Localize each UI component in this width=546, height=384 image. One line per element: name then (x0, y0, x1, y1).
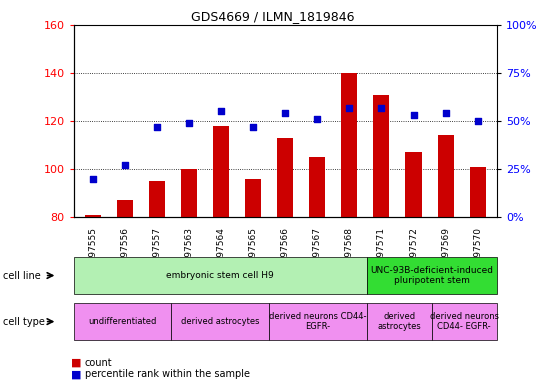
Text: ■: ■ (71, 358, 81, 368)
Point (121, 162, 129, 168)
Bar (341, 73, 358, 217)
Point (409, 112, 418, 118)
Text: percentile rank within the sample: percentile rank within the sample (85, 369, 250, 379)
Bar (117, 200, 133, 217)
Point (441, 110, 450, 116)
Bar (277, 138, 293, 217)
Bar (470, 167, 485, 217)
Text: derived neurons
CD44- EGFR-: derived neurons CD44- EGFR- (430, 312, 499, 331)
Point (217, 108, 225, 114)
Text: count: count (85, 358, 112, 368)
Bar (245, 179, 261, 217)
Text: GDS4669 / ILMN_1819846: GDS4669 / ILMN_1819846 (191, 10, 355, 23)
Bar (85, 215, 101, 217)
Bar (213, 126, 229, 217)
Point (281, 110, 289, 116)
Text: embryonic stem cell H9: embryonic stem cell H9 (167, 271, 274, 280)
Point (249, 124, 258, 130)
Point (377, 104, 386, 111)
Point (88, 175, 97, 182)
Text: derived
astrocytes: derived astrocytes (377, 312, 421, 331)
Text: cell line: cell line (3, 270, 40, 281)
Text: cell type: cell type (3, 316, 45, 327)
Point (313, 116, 322, 122)
Bar (149, 181, 165, 217)
Text: derived neurons CD44-
EGFR-: derived neurons CD44- EGFR- (269, 312, 366, 331)
Point (473, 118, 482, 124)
Text: UNC-93B-deficient-induced
pluripotent stem: UNC-93B-deficient-induced pluripotent st… (370, 266, 493, 285)
Point (185, 120, 193, 126)
Text: undifferentiated: undifferentiated (88, 317, 157, 326)
Point (153, 124, 162, 130)
Bar (406, 152, 422, 217)
Bar (437, 136, 454, 217)
Text: ■: ■ (71, 369, 81, 379)
Bar (310, 157, 325, 217)
Bar (181, 169, 197, 217)
Text: derived astrocytes: derived astrocytes (181, 317, 259, 326)
Bar (373, 94, 389, 217)
Point (345, 104, 354, 111)
